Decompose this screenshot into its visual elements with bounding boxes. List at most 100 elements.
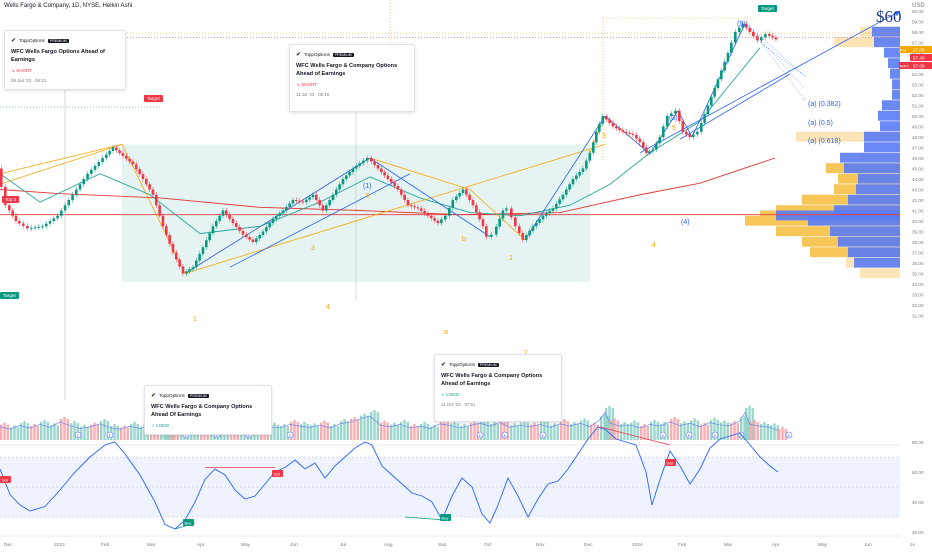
volume-bar <box>440 421 443 440</box>
wave-line-orange <box>369 157 471 190</box>
volume-bar <box>706 424 709 440</box>
candle-body <box>458 193 461 197</box>
idea-card-1[interactable]: ✔ ToppOptions PREMIUM WFC Wells Fargo Opti… <box>4 30 126 90</box>
wave-label: (4) <box>681 219 690 226</box>
volume-bar <box>608 405 611 440</box>
candle-body <box>703 114 706 123</box>
candle-body <box>383 172 386 176</box>
target-tag-1[interactable]: Target <box>144 95 163 102</box>
wave-label: 5 <box>366 193 370 200</box>
candle-body <box>373 161 376 165</box>
volume-bar <box>426 423 429 440</box>
volume-profile-bar-blue <box>884 47 900 58</box>
volume-bar <box>83 424 86 440</box>
candle-body <box>674 110 677 114</box>
candle-body <box>45 223 48 227</box>
volume-profile-bar-blue <box>890 68 900 79</box>
candle-body <box>370 158 373 162</box>
signal-tag-label: Sell <box>667 461 674 466</box>
price-label-value: 57.08 <box>913 64 925 69</box>
candle-body <box>505 208 508 211</box>
candle-body <box>181 266 185 274</box>
idea-card-2[interactable]: ✔ ToppOptions PREMIUM WFC Wells Fargo & Co… <box>289 44 415 112</box>
time-axis-label: Jun <box>290 542 298 548</box>
volume-bar <box>376 412 379 440</box>
volume-bar <box>526 422 529 440</box>
volume-bar <box>390 424 393 440</box>
price-tick-label: 34.00 <box>912 282 924 287</box>
event-marker-icon <box>685 431 693 439</box>
candle-body <box>555 203 558 209</box>
volume-bar <box>383 420 386 440</box>
volume-bar <box>543 419 546 440</box>
idea-card-3[interactable]: ✔ ToppOptions PREMIUM WFC Wells Fargo & Co… <box>434 354 562 422</box>
volume-bar <box>506 419 509 440</box>
volume-bar <box>113 424 116 440</box>
volume-profile-bar-blue <box>892 89 900 100</box>
candle-body <box>335 189 338 195</box>
volume-bar <box>540 421 543 440</box>
volume-bar <box>653 419 656 440</box>
volume-bar <box>3 422 6 440</box>
candle-body <box>558 199 561 204</box>
volume-bar <box>416 426 419 440</box>
rsi-signal-tag: Sell <box>665 459 676 466</box>
volume-bar <box>76 423 79 440</box>
volume-bar <box>510 425 513 440</box>
candle-body <box>205 240 208 248</box>
candle-body <box>764 34 767 38</box>
volume-bar <box>476 423 479 440</box>
time-axis-label: May <box>818 542 828 548</box>
volume-bar <box>616 420 619 440</box>
card-date: 08 Jan '23 · 08:12 <box>11 78 47 83</box>
event-marker-label: E <box>504 433 507 438</box>
volume-bar <box>450 423 453 440</box>
card-brand: ToppOptions <box>19 38 45 43</box>
candle-body <box>710 96 713 106</box>
wave-label: a <box>444 329 448 336</box>
signal-tag-label: Buy <box>185 521 192 526</box>
event-marker-icon <box>711 431 719 439</box>
candle-body <box>390 179 393 183</box>
volume-profile-bar <box>860 268 900 279</box>
candle-body <box>231 218 235 224</box>
candle-body <box>461 189 465 193</box>
volume-bar <box>751 407 754 440</box>
card-title: WFC Wells Fargo & Company Options Ahead … <box>151 404 253 418</box>
signal-tag-bg <box>272 470 283 477</box>
candle-body <box>218 215 221 221</box>
candle-body <box>18 221 21 224</box>
candle-body <box>688 134 692 137</box>
card-title: WFC Wells Fargo & Company Options Ahead … <box>441 373 543 387</box>
candle-body <box>33 227 37 229</box>
event-marker-icon <box>659 431 667 439</box>
candle-body <box>648 151 651 153</box>
volume-bar <box>430 426 433 440</box>
candle-body <box>311 194 315 198</box>
candle-body <box>328 200 331 206</box>
volume-bar <box>716 419 719 440</box>
volume-bar <box>596 424 599 440</box>
volume-profile-bar-blue <box>872 26 900 37</box>
wave-line-blue <box>369 157 491 238</box>
candle-body <box>706 105 710 115</box>
candle-body <box>125 155 128 159</box>
volume-bar <box>360 415 363 440</box>
volume-profile-bar-blue <box>844 163 900 174</box>
volume-bar <box>633 420 636 440</box>
target-tag-3[interactable]: Target <box>0 292 19 299</box>
target-tag-2[interactable]: Target <box>758 5 777 12</box>
pre-tag-label: Pre <box>900 48 907 53</box>
rsi-signal-tag: Sell <box>272 470 283 477</box>
volume-bar <box>300 423 303 440</box>
idea-card-4[interactable]: ✔ ToppOptions PREMIUM WFC Wells Fargo & Co… <box>144 385 272 435</box>
candle-body <box>60 210 63 216</box>
top-tag[interactable]: Top 3 <box>2 196 20 203</box>
event-marker-label: E <box>109 433 112 438</box>
candle-body <box>75 189 78 195</box>
candle-body <box>455 196 458 200</box>
time-axis-label: Feb <box>101 542 110 548</box>
price-tick-label: 53.00 <box>912 83 924 88</box>
